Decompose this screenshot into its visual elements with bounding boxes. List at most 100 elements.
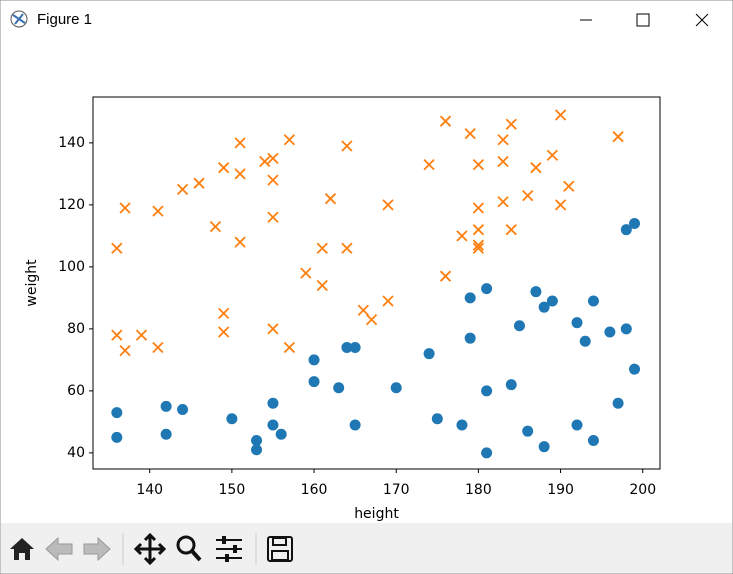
scatter-point <box>554 199 567 211</box>
scatter-point <box>456 419 468 431</box>
scatter-point <box>283 341 296 354</box>
scatter-point <box>267 397 279 409</box>
scatter-point <box>464 292 476 304</box>
scatter-point <box>267 152 279 165</box>
scatter-point <box>538 301 550 313</box>
y-tick-label: 80 <box>67 321 85 337</box>
configure-slider <box>222 536 226 544</box>
scatter-point <box>629 363 641 375</box>
scatter-point <box>218 307 230 320</box>
forward-icon <box>83 536 111 562</box>
scatter-point <box>234 168 246 180</box>
scatter-point <box>571 419 583 431</box>
scatter-point <box>365 313 378 326</box>
scatter-point <box>308 354 320 366</box>
scatter-point <box>546 149 558 161</box>
scatter-point <box>505 224 517 236</box>
close-button[interactable] <box>695 13 709 27</box>
scatter-point <box>251 434 263 446</box>
scatter-point <box>382 295 394 307</box>
scatter-point <box>119 344 131 357</box>
scatter-point <box>522 425 534 437</box>
scatter-point <box>152 205 164 217</box>
scatter-point <box>530 162 542 174</box>
scatter-point <box>267 211 279 223</box>
configure-slider <box>225 554 229 562</box>
configure-slider <box>233 545 237 553</box>
back-icon <box>45 536 73 562</box>
scatter-point <box>629 217 641 229</box>
scatter-point <box>554 109 567 121</box>
scatter-point <box>267 419 279 431</box>
scatter-point <box>234 137 246 149</box>
save-icon-slot <box>271 550 289 561</box>
scatter-point <box>316 242 328 254</box>
scatter-point <box>464 332 476 344</box>
scatter-point <box>579 335 591 347</box>
scatter-point <box>341 341 353 353</box>
scatter-point <box>620 323 632 335</box>
scatter-point <box>251 444 263 456</box>
scatter-point <box>546 295 558 307</box>
scatter-point <box>431 413 443 425</box>
scatter-point <box>382 199 394 211</box>
scatter-point <box>341 140 353 152</box>
scatter-point <box>300 267 312 279</box>
scatter-point <box>308 376 320 388</box>
scatter-point <box>177 403 189 415</box>
configure-button[interactable] <box>216 536 242 562</box>
forward-button[interactable] <box>83 536 111 562</box>
x-tick-label: 160 <box>301 482 328 498</box>
title-bar: Figure 1 <box>10 10 709 28</box>
back-button[interactable] <box>45 536 73 562</box>
scatter-point <box>472 224 485 236</box>
scatter-point <box>349 419 361 431</box>
scatter-point <box>481 283 493 295</box>
scatter-point <box>497 155 509 168</box>
y-tick-label: 120 <box>58 197 85 213</box>
scatter-point <box>119 202 131 214</box>
y-tick-label: 60 <box>67 383 85 399</box>
scatter-point <box>604 326 616 338</box>
scatter-point <box>324 193 337 205</box>
scatter-point <box>349 341 361 353</box>
zoom-icon <box>176 535 196 555</box>
scatter-point <box>341 242 353 254</box>
scatter-point <box>193 177 205 189</box>
maximize-button[interactable] <box>636 13 650 27</box>
scatter-point <box>160 428 172 440</box>
scatter-point <box>283 134 296 146</box>
home-button[interactable] <box>10 538 34 560</box>
x-tick-label: 200 <box>629 482 656 498</box>
zoom-button[interactable] <box>176 535 202 562</box>
x-tick-label: 180 <box>465 482 492 498</box>
scatter-point <box>209 220 222 233</box>
scatter-point <box>390 382 402 394</box>
scatter-point <box>538 441 550 453</box>
home-icon <box>10 538 34 560</box>
scatter-point <box>267 323 279 335</box>
scatter-point <box>620 224 632 236</box>
zoom-icon-handle <box>190 549 202 562</box>
x-tick-label: 140 <box>136 482 163 498</box>
save-button[interactable] <box>267 536 293 562</box>
scatter-point <box>497 196 509 208</box>
scatter-point <box>481 385 493 397</box>
scatter-point <box>472 239 485 251</box>
scatter-point <box>111 242 123 254</box>
scatter-point <box>456 230 468 242</box>
scatter-point <box>234 236 246 248</box>
scatter-point <box>423 158 435 171</box>
pan-button[interactable] <box>133 532 167 566</box>
scatter-point <box>176 183 189 196</box>
scatter-point <box>218 162 230 174</box>
y-tick-label: 140 <box>58 135 85 151</box>
scatter-point <box>505 118 517 130</box>
pan-icon <box>133 532 167 566</box>
scatter-point <box>111 329 123 341</box>
toolbar <box>1 523 732 573</box>
scatter-point <box>423 348 435 360</box>
scatter-point <box>259 155 271 168</box>
